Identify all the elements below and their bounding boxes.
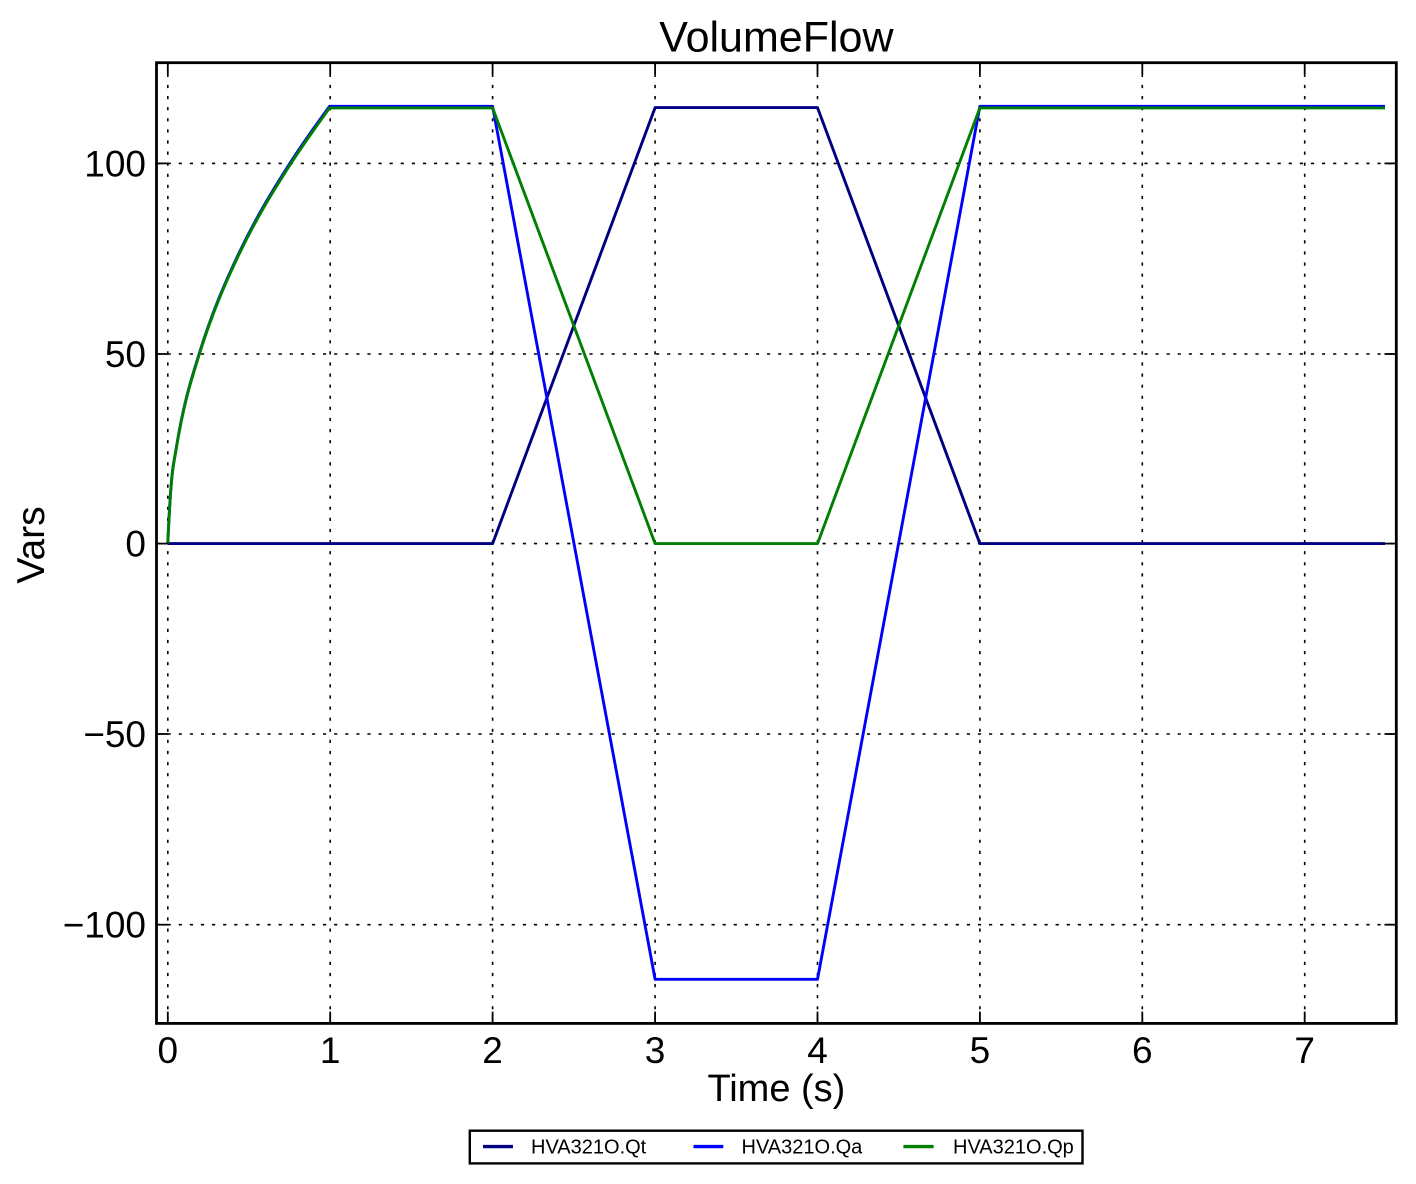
svg-text:0: 0 — [158, 1030, 179, 1071]
svg-text:VolumeFlow: VolumeFlow — [659, 13, 894, 61]
svg-text:7: 7 — [1294, 1030, 1315, 1071]
svg-text:5: 5 — [970, 1030, 991, 1071]
svg-text:1: 1 — [320, 1030, 341, 1071]
svg-text:HVA321O.Qa: HVA321O.Qa — [742, 1137, 864, 1159]
svg-text:0: 0 — [125, 524, 146, 565]
svg-text:3: 3 — [645, 1030, 666, 1071]
svg-text:Time (s): Time (s) — [707, 1068, 845, 1110]
svg-text:HVA321O.Qp: HVA321O.Qp — [953, 1137, 1074, 1159]
svg-text:2: 2 — [482, 1030, 503, 1071]
svg-text:6: 6 — [1132, 1030, 1153, 1071]
svg-text:HVA321O.Qt: HVA321O.Qt — [531, 1137, 647, 1159]
svg-text:−50: −50 — [83, 714, 146, 755]
svg-text:4: 4 — [807, 1030, 828, 1071]
svg-text:100: 100 — [84, 143, 146, 184]
svg-text:50: 50 — [105, 334, 146, 375]
svg-text:−100: −100 — [63, 905, 146, 946]
svg-text:Vars: Vars — [10, 506, 53, 583]
